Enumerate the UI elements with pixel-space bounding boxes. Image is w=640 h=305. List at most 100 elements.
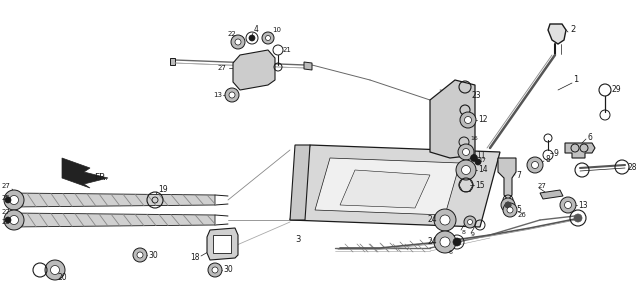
Polygon shape — [207, 228, 238, 260]
Circle shape — [505, 202, 511, 208]
Polygon shape — [565, 143, 595, 158]
Circle shape — [574, 214, 582, 222]
Text: 6: 6 — [587, 132, 592, 142]
Text: 25: 25 — [2, 195, 11, 201]
Text: 9: 9 — [554, 149, 559, 157]
Circle shape — [503, 203, 517, 217]
Circle shape — [531, 162, 538, 168]
Text: 17: 17 — [478, 157, 486, 163]
Text: 5: 5 — [516, 206, 521, 214]
Polygon shape — [10, 213, 215, 227]
Circle shape — [208, 263, 222, 277]
Bar — [213, 235, 231, 253]
Text: 21: 21 — [283, 47, 292, 53]
Circle shape — [440, 237, 450, 247]
Text: 27: 27 — [2, 183, 11, 189]
Text: 30: 30 — [148, 250, 157, 260]
Circle shape — [434, 231, 456, 253]
Text: 16: 16 — [470, 135, 477, 141]
Text: 8: 8 — [545, 156, 550, 164]
Polygon shape — [540, 190, 563, 199]
Polygon shape — [233, 50, 275, 90]
Circle shape — [461, 166, 470, 174]
Circle shape — [458, 144, 474, 160]
Circle shape — [4, 190, 24, 210]
Circle shape — [51, 265, 60, 275]
Polygon shape — [548, 24, 566, 44]
Text: 8: 8 — [462, 229, 466, 235]
Text: 30: 30 — [223, 265, 233, 275]
Polygon shape — [62, 158, 108, 188]
Circle shape — [133, 248, 147, 262]
Polygon shape — [340, 170, 430, 208]
Circle shape — [527, 157, 543, 173]
Text: 15: 15 — [475, 181, 484, 189]
Polygon shape — [290, 145, 500, 227]
Polygon shape — [498, 158, 516, 200]
Circle shape — [501, 198, 515, 212]
Circle shape — [5, 217, 11, 223]
Polygon shape — [430, 80, 475, 158]
Text: FR.: FR. — [94, 173, 108, 181]
Polygon shape — [10, 193, 215, 207]
Text: 3: 3 — [295, 235, 300, 245]
Circle shape — [475, 159, 481, 165]
Text: 26: 26 — [518, 212, 527, 218]
Text: 24: 24 — [428, 238, 438, 246]
Circle shape — [225, 88, 239, 102]
Circle shape — [229, 92, 235, 98]
Polygon shape — [315, 158, 460, 215]
Text: 18: 18 — [191, 253, 200, 263]
Text: 23: 23 — [472, 91, 482, 99]
Circle shape — [4, 210, 24, 230]
Text: 2: 2 — [570, 26, 575, 34]
Circle shape — [507, 207, 513, 213]
Circle shape — [434, 209, 456, 231]
Circle shape — [560, 197, 576, 213]
Text: 22: 22 — [228, 31, 237, 37]
Text: 13: 13 — [213, 92, 222, 98]
Circle shape — [235, 39, 241, 45]
Polygon shape — [170, 58, 175, 65]
Circle shape — [463, 149, 470, 156]
Circle shape — [467, 220, 472, 224]
Text: 27: 27 — [2, 209, 11, 215]
Circle shape — [266, 35, 271, 41]
Circle shape — [456, 160, 476, 180]
Circle shape — [440, 215, 450, 225]
Circle shape — [249, 35, 255, 41]
Text: 7: 7 — [516, 170, 521, 180]
Text: 14: 14 — [478, 166, 488, 174]
Circle shape — [10, 196, 19, 204]
Text: 12: 12 — [478, 116, 488, 124]
Polygon shape — [304, 62, 312, 70]
Text: 1: 1 — [573, 76, 579, 84]
Text: 11: 11 — [476, 150, 486, 160]
Text: 4: 4 — [254, 26, 259, 34]
Text: 27: 27 — [218, 65, 227, 71]
Circle shape — [505, 202, 511, 208]
Polygon shape — [290, 145, 310, 220]
Text: 29: 29 — [612, 85, 621, 95]
Circle shape — [470, 155, 477, 162]
Circle shape — [564, 202, 572, 209]
Text: 6: 6 — [449, 249, 453, 254]
Circle shape — [231, 35, 245, 49]
Circle shape — [10, 216, 19, 224]
Circle shape — [453, 238, 461, 246]
Text: 13: 13 — [578, 200, 588, 210]
Text: 25: 25 — [2, 219, 11, 225]
Text: 20: 20 — [58, 274, 68, 282]
Circle shape — [45, 260, 65, 280]
Text: 24: 24 — [428, 216, 438, 224]
Text: 9: 9 — [471, 232, 475, 238]
Circle shape — [465, 117, 472, 124]
Circle shape — [137, 252, 143, 258]
Circle shape — [5, 197, 11, 203]
Circle shape — [262, 32, 274, 44]
Circle shape — [464, 216, 476, 228]
Circle shape — [460, 112, 476, 128]
Circle shape — [212, 267, 218, 273]
Text: 19: 19 — [158, 185, 168, 195]
Text: 27: 27 — [538, 183, 547, 189]
